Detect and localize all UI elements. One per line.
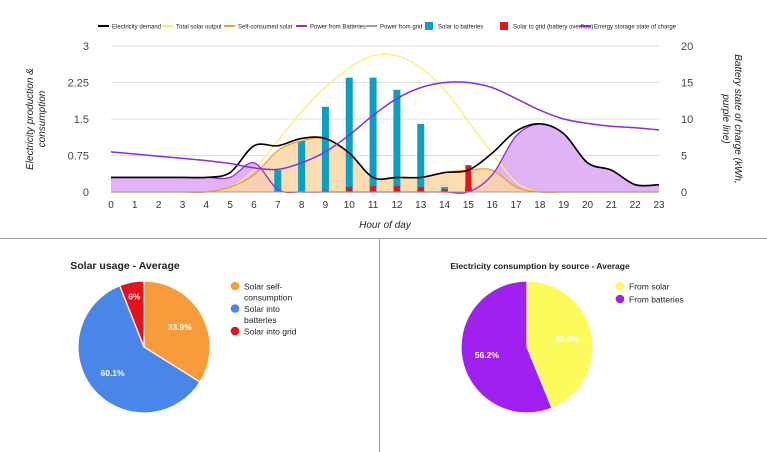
x-tick-label: 23 xyxy=(653,200,665,211)
bar-solar-to-grid-battery-overflow xyxy=(417,187,424,192)
y2-axis-title-line-2: Battery state of charge (kWh, xyxy=(732,54,743,184)
legend-label-self-consumed-solar: Self-consumed solar xyxy=(238,25,293,31)
y2-tick-label: 10 xyxy=(681,114,693,126)
bar-solar-to-grid-battery-overflow xyxy=(346,187,353,192)
solar-usage-pie-chart: Solar usage - Average 33.9% 60.1% 6% Solar s… xyxy=(70,260,297,414)
x-tick-label: 14 xyxy=(439,200,451,211)
bar-solar-to-grid-battery-overflow xyxy=(465,165,472,192)
y-axis-title-line-1: Electricity production & xyxy=(25,68,36,170)
bar-solar-to-grid-battery-overflow xyxy=(322,190,329,192)
x-tick-label: 10 xyxy=(344,200,356,211)
legend-label-solar-to-batteries: Solar to batteries xyxy=(438,25,483,31)
line-energy-storage-state-of-charge xyxy=(110,81,660,171)
pie-title: Solar usage - Average xyxy=(70,260,180,272)
legend-label-solar-self-consumption: Solar self- xyxy=(244,282,282,292)
legend-label-solar-self-consumption: consumption xyxy=(244,293,292,303)
x-tick-label: 1 xyxy=(132,200,138,211)
legend-dot-from-solar xyxy=(615,281,625,291)
y-tick-label: 0 xyxy=(83,187,89,199)
bar-solar-to-batteries xyxy=(274,170,282,192)
horizontal-divider xyxy=(0,238,767,239)
legend-label-solar-to-grid-battery-overflow: Solar to grid (battery overflow) xyxy=(513,25,593,31)
y-axis-title-line-2: consumption xyxy=(37,90,48,147)
pie-value-label-solar-into-grid: 6% xyxy=(128,291,141,301)
bar-solar-to-batteries xyxy=(417,123,425,192)
legend-label-total-solar-output: Total solar output xyxy=(176,25,222,31)
y2-tick-label: 0 xyxy=(681,187,687,199)
legend-label-solar-into-grid: Solar into grid xyxy=(244,327,297,337)
bar-solar-to-grid-battery-overflow xyxy=(393,186,400,192)
legend-label-from-solar: From solar xyxy=(629,282,670,292)
legend-label-solar-into-batteries: Solar into xyxy=(244,304,280,314)
x-tick-label: 2 xyxy=(156,200,162,211)
x-tick-label: 11 xyxy=(368,200,379,211)
legend-dot-solar-self-consumption xyxy=(230,281,240,291)
x-tick-label: 8 xyxy=(299,200,305,211)
x-tick-label: 17 xyxy=(510,200,522,211)
bar-solar-to-grid-battery-overflow xyxy=(370,186,377,192)
x-tick-label: 5 xyxy=(227,200,233,211)
y-tick-label: 3 xyxy=(83,41,89,53)
legend-label-solar-into-batteries: batteries xyxy=(244,315,277,325)
bar-solar-to-batteries xyxy=(369,77,377,192)
pie-title: Electricity consumption by source - Aver… xyxy=(450,261,630,271)
y2-tick-label: 5 xyxy=(681,151,687,163)
x-axis-title: Hour of day xyxy=(359,220,412,231)
y-tick-label: 1.5 xyxy=(74,114,89,126)
x-tick-label: 21 xyxy=(606,200,618,211)
legend-label-from-batteries: From batteries xyxy=(629,295,684,305)
legend-dot-solar-into-grid xyxy=(230,326,240,336)
legend-label-power-from-batteries: Power from Batteries xyxy=(310,25,366,31)
x-tick-label: 22 xyxy=(630,200,642,211)
y-tick-label: 2.25 xyxy=(68,78,89,90)
area-self-consumed-solar xyxy=(111,137,659,193)
x-tick-label: 3 xyxy=(180,200,186,211)
pie-value-label-solar-self-consumption: 33.9% xyxy=(168,322,193,332)
y2-tick-label: 15 xyxy=(681,78,693,90)
legend-label-electricity-demand: Electricity demand xyxy=(112,25,161,31)
x-tick-label: 6 xyxy=(251,200,257,211)
legend-label-power-from-grid: Power from grid xyxy=(380,25,422,31)
line-electricity-demand xyxy=(110,123,660,187)
bar-solar-to-batteries xyxy=(321,106,329,192)
vertical-divider xyxy=(379,239,380,452)
y2-tick-label: 20 xyxy=(681,41,693,53)
legend-swatch-solar-to-grid-battery-overflow xyxy=(500,22,508,30)
legend-dot-solar-into-batteries xyxy=(230,304,240,313)
legend-swatch-solar-to-batteries xyxy=(425,22,433,30)
bar-solar-to-batteries xyxy=(393,89,401,192)
y2-axis-title-line-1: purple line) xyxy=(720,93,731,143)
bar-solar-to-grid-battery-overflow xyxy=(441,189,448,192)
pie-slice-solar-into-grid xyxy=(118,280,145,348)
legend-label-energy-storage-state-of-charge: Energy storage state of charge xyxy=(594,25,677,31)
x-tick-label: 15 xyxy=(463,200,475,211)
x-tick-label: 19 xyxy=(558,200,570,211)
pie-slice-from-batteries xyxy=(460,280,553,414)
x-tick-label: 13 xyxy=(415,200,427,211)
x-tick-label: 9 xyxy=(323,200,329,211)
pie-value-label-solar-into-batteries: 60.1% xyxy=(100,368,125,378)
pie-value-label-from-batteries: 56.2% xyxy=(475,350,500,360)
pie-slice-solar-into-batteries xyxy=(77,284,201,414)
bar-solar-to-batteries xyxy=(298,140,306,192)
x-tick-label: 4 xyxy=(204,200,210,211)
x-tick-label: 12 xyxy=(391,200,403,211)
x-tick-label: 0 xyxy=(108,200,114,211)
x-tick-label: 18 xyxy=(534,200,546,211)
pie-slice-from-solar xyxy=(526,280,594,409)
x-tick-label: 16 xyxy=(487,200,499,211)
y-tick-label: 0.75 xyxy=(68,151,89,163)
x-tick-label: 20 xyxy=(582,200,594,211)
legend-dot-from-batteries xyxy=(615,294,625,304)
consumption-by-source-pie-chart: Electricity consumption by source - Aver… xyxy=(450,261,684,414)
pie-value-label-from-solar: 43.8% xyxy=(555,334,580,344)
x-tick-label: 7 xyxy=(275,200,281,211)
